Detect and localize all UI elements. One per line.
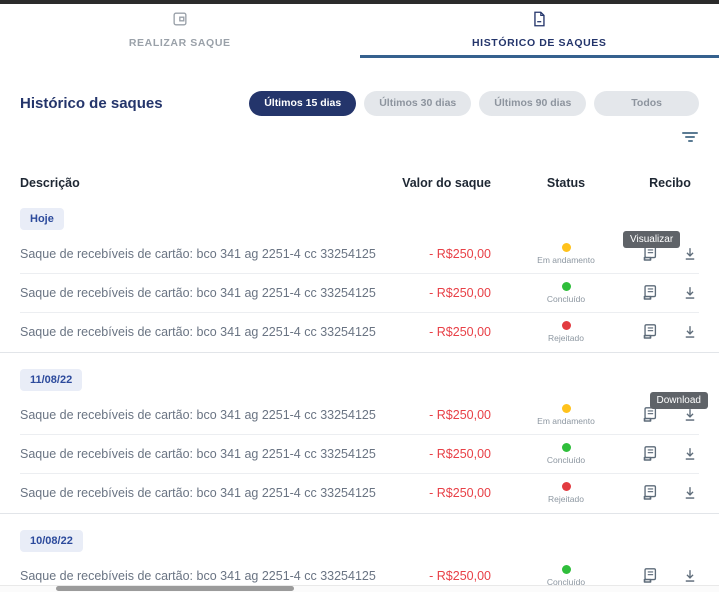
- table-row: Saque de recebíveis de cartão: bco 341 a…: [20, 273, 699, 312]
- status-label: Concluído: [546, 294, 586, 304]
- table-row: Saque de recebíveis de cartão: bco 341 a…: [20, 391, 708, 434]
- table-row: Saque de recebíveis de cartão: bco 341 a…: [20, 434, 699, 473]
- row-description: Saque de recebíveis de cartão: bco 341 a…: [20, 568, 376, 583]
- horizontal-scrollbar: [0, 585, 719, 592]
- download-tooltip: Download: [649, 391, 708, 409]
- group-divider: [0, 352, 719, 353]
- receipt-icon[interactable]: [641, 445, 659, 463]
- date-badge: 11/08/22: [20, 369, 83, 391]
- main-content: Histórico de saques Últimos 15 dias Últi…: [0, 90, 719, 592]
- row-status: Em andamento: [491, 403, 641, 426]
- tab-bar: REALIZAR SAQUE HISTÓRICO DE SAQUES: [0, 4, 719, 58]
- row-status: Concluído: [491, 282, 641, 304]
- filter-ultimos-30-dias[interactable]: Últimos 30 dias: [364, 90, 472, 116]
- page-title: Histórico de saques: [20, 94, 163, 112]
- group-11-08-22: 11/08/22 Saque de recebíveis de cartão: …: [20, 353, 708, 512]
- tab-realizar-saque[interactable]: REALIZAR SAQUE: [0, 4, 360, 58]
- row-description: Saque de recebíveis de cartão: bco 341 a…: [20, 246, 376, 261]
- tab-historico-de-saques[interactable]: HISTÓRICO DE SAQUES: [359, 4, 719, 58]
- table-row: Saque de recebíveis de cartão: bco 341 a…: [20, 230, 699, 273]
- group-10-08-22: 10/08/22 Saque de recebíveis de cartão: …: [20, 514, 699, 592]
- status-label: Rejeitado: [548, 494, 584, 504]
- table-row: Saque de recebíveis de cartão: bco 341 a…: [20, 312, 699, 351]
- status-label: Concluído: [546, 455, 586, 465]
- row-actions: [641, 445, 699, 463]
- status-label: Em andamento: [537, 254, 595, 265]
- document-icon: [530, 10, 548, 33]
- filter-ultimos-90-dias[interactable]: Últimos 90 dias: [479, 90, 587, 116]
- tab-label: HISTÓRICO DE SAQUES: [472, 37, 607, 49]
- receipt-icon[interactable]: [641, 284, 659, 302]
- status-label: Concluído: [546, 576, 586, 587]
- date-badge: 10/08/22: [20, 530, 83, 552]
- download-icon[interactable]: [681, 567, 699, 585]
- status-dot: [561, 282, 571, 291]
- download-icon[interactable]: [681, 484, 699, 502]
- row-actions: Visualizar: [623, 230, 699, 263]
- row-status: Rejeitado: [491, 321, 641, 343]
- table-row: Saque de recebíveis de cartão: bco 341 a…: [20, 473, 699, 512]
- receipt-icon[interactable]: [641, 567, 659, 585]
- visualizar-tooltip: Visualizar: [623, 230, 681, 248]
- row-value: - R$250,00: [429, 486, 491, 500]
- group-hoje: Hoje Saque de recebíveis de cartão: bco …: [20, 192, 699, 351]
- row-status: Em andamento: [491, 242, 641, 265]
- browser-top-bar: [0, 0, 719, 4]
- status-dot: [561, 564, 571, 574]
- status-label: Em andamento: [537, 415, 595, 426]
- status-dot: [561, 482, 571, 491]
- header-status: Status: [546, 176, 586, 190]
- row-value: - R$250,00: [429, 286, 491, 300]
- status-dot: [561, 242, 571, 252]
- group-divider: [0, 513, 719, 514]
- header-valor-do-saque: Valor do saque: [402, 176, 491, 190]
- period-filter-group: Últimos 15 dias Últimos 30 dias Últimos …: [249, 90, 699, 116]
- withdraw-icon: [171, 10, 189, 33]
- download-icon[interactable]: [681, 284, 699, 302]
- status-dot: [561, 403, 571, 413]
- receipt-icon[interactable]: [641, 484, 659, 502]
- row-status: Rejeitado: [491, 482, 641, 504]
- download-icon[interactable]: [681, 323, 699, 341]
- row-actions: Download: [641, 391, 708, 424]
- header-descricao: Descrição: [20, 176, 80, 190]
- row-status: Concluído: [491, 443, 641, 465]
- download-icon[interactable]: [681, 245, 699, 263]
- header-recibo: Recibo: [649, 176, 691, 190]
- row-description: Saque de recebíveis de cartão: bco 341 a…: [20, 447, 376, 461]
- row-description: Saque de recebíveis de cartão: bco 341 a…: [20, 286, 376, 300]
- filter-todos[interactable]: Todos: [594, 90, 699, 116]
- table-header: Descrição Valor do saque Status Recibo: [20, 174, 699, 192]
- row-description: Saque de recebíveis de cartão: bco 341 a…: [20, 407, 376, 422]
- table-row: Saque de recebíveis de cartão: bco 341 a…: [20, 556, 699, 592]
- status-dot: [561, 443, 571, 452]
- row-value: - R$250,00: [429, 447, 491, 461]
- row-value: - R$250,00: [429, 407, 491, 422]
- row-value: - R$250,00: [429, 246, 491, 261]
- filter-funnel-icon[interactable]: [681, 132, 699, 146]
- filter-ultimos-15-dias[interactable]: Últimos 15 dias: [249, 90, 357, 116]
- row-actions: [641, 323, 699, 341]
- row-description: Saque de recebíveis de cartão: bco 341 a…: [20, 486, 376, 500]
- receipt-icon[interactable]: [641, 323, 659, 341]
- row-value: - R$250,00: [429, 568, 491, 583]
- row-value: - R$250,00: [429, 325, 491, 339]
- horizontal-scrollbar-thumb[interactable]: [56, 586, 294, 591]
- download-icon[interactable]: [681, 445, 699, 463]
- row-actions: [641, 484, 699, 502]
- status-label: Rejeitado: [548, 333, 584, 343]
- tab-label: REALIZAR SAQUE: [128, 37, 231, 49]
- row-actions: [641, 284, 699, 302]
- row-actions: [641, 567, 699, 585]
- row-description: Saque de recebíveis de cartão: bco 341 a…: [20, 325, 376, 339]
- status-dot: [561, 321, 571, 330]
- date-badge: Hoje: [20, 208, 64, 230]
- row-status: Concluído: [491, 564, 641, 587]
